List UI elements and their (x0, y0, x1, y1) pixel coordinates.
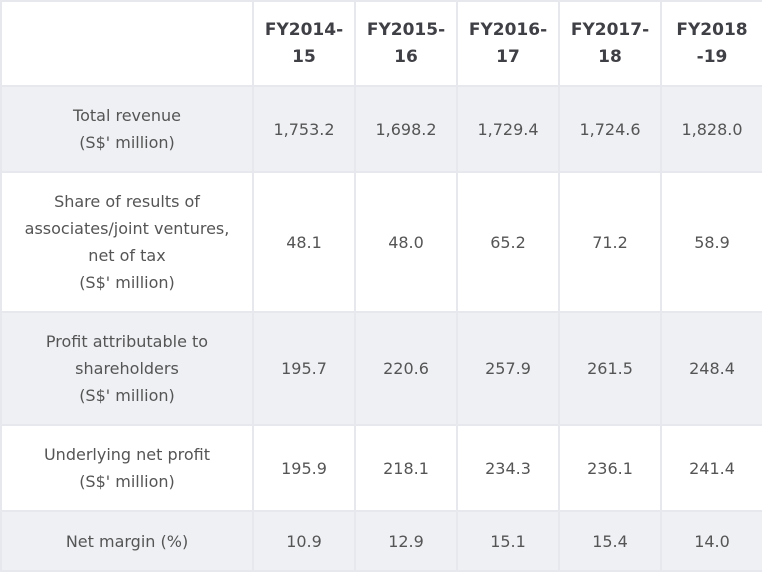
table-cell: 234.3 (456, 424, 560, 512)
table-cell: 257.9 (456, 311, 560, 426)
header-row: FY2014- 15 FY2015- 16 FY2016- 17 FY2017- 18 … (0, 0, 762, 87)
table-cell: 65.2 (456, 171, 560, 313)
header-fy2016-17: FY2016- 17 (456, 0, 560, 87)
row-label: Total revenue (S$' million) (0, 85, 254, 173)
table-cell: 15.1 (456, 510, 560, 572)
header-fy2014-15: FY2014- 15 (252, 0, 356, 87)
table-cell: 261.5 (558, 311, 662, 426)
table-cell: 48.0 (354, 171, 458, 313)
table-cell: 195.7 (252, 311, 356, 426)
table-row-share-of-results: Share of results of associates/joint vent… (0, 171, 762, 313)
table-row-profit-attributable: Profit attributable to shareholders (S$' m… (0, 311, 762, 426)
header-corner-cell (0, 0, 254, 87)
header-fy2017-18: FY2017- 18 (558, 0, 662, 87)
row-label: Net margin (%) (0, 510, 254, 572)
table-cell: 14.0 (660, 510, 762, 572)
table-cell: 220.6 (354, 311, 458, 426)
table-cell: 218.1 (354, 424, 458, 512)
table-cell: 71.2 (558, 171, 662, 313)
header-fy2018-19: FY2018 -19 (660, 0, 762, 87)
table-row-net-margin: Net margin (%) 10.9 12.9 15.1 15.4 14.0 (0, 510, 762, 572)
row-label: Share of results of associates/joint vent… (0, 171, 254, 313)
table-cell: 1,828.0 (660, 85, 762, 173)
table-cell: 1,753.2 (252, 85, 356, 173)
header-fy2015-16: FY2015- 16 (354, 0, 458, 87)
table-cell: 58.9 (660, 171, 762, 313)
table-row-total-revenue: Total revenue (S$' million) 1,753.2 1,698… (0, 85, 762, 173)
table-cell: 48.1 (252, 171, 356, 313)
table-cell: 15.4 (558, 510, 662, 572)
table-cell: 241.4 (660, 424, 762, 512)
row-label: Underlying net profit (S$' million) (0, 424, 254, 512)
table-cell: 236.1 (558, 424, 662, 512)
table-cell: 1,724.6 (558, 85, 662, 173)
table-row-underlying-net-profit: Underlying net profit (S$' million) 195.9… (0, 424, 762, 512)
table-cell: 248.4 (660, 311, 762, 426)
row-label: Profit attributable to shareholders (S$' m… (0, 311, 254, 426)
table-cell: 195.9 (252, 424, 356, 512)
table-cell: 1,698.2 (354, 85, 458, 173)
table-cell: 12.9 (354, 510, 458, 572)
table-cell: 10.9 (252, 510, 356, 572)
table-cell: 1,729.4 (456, 85, 560, 173)
